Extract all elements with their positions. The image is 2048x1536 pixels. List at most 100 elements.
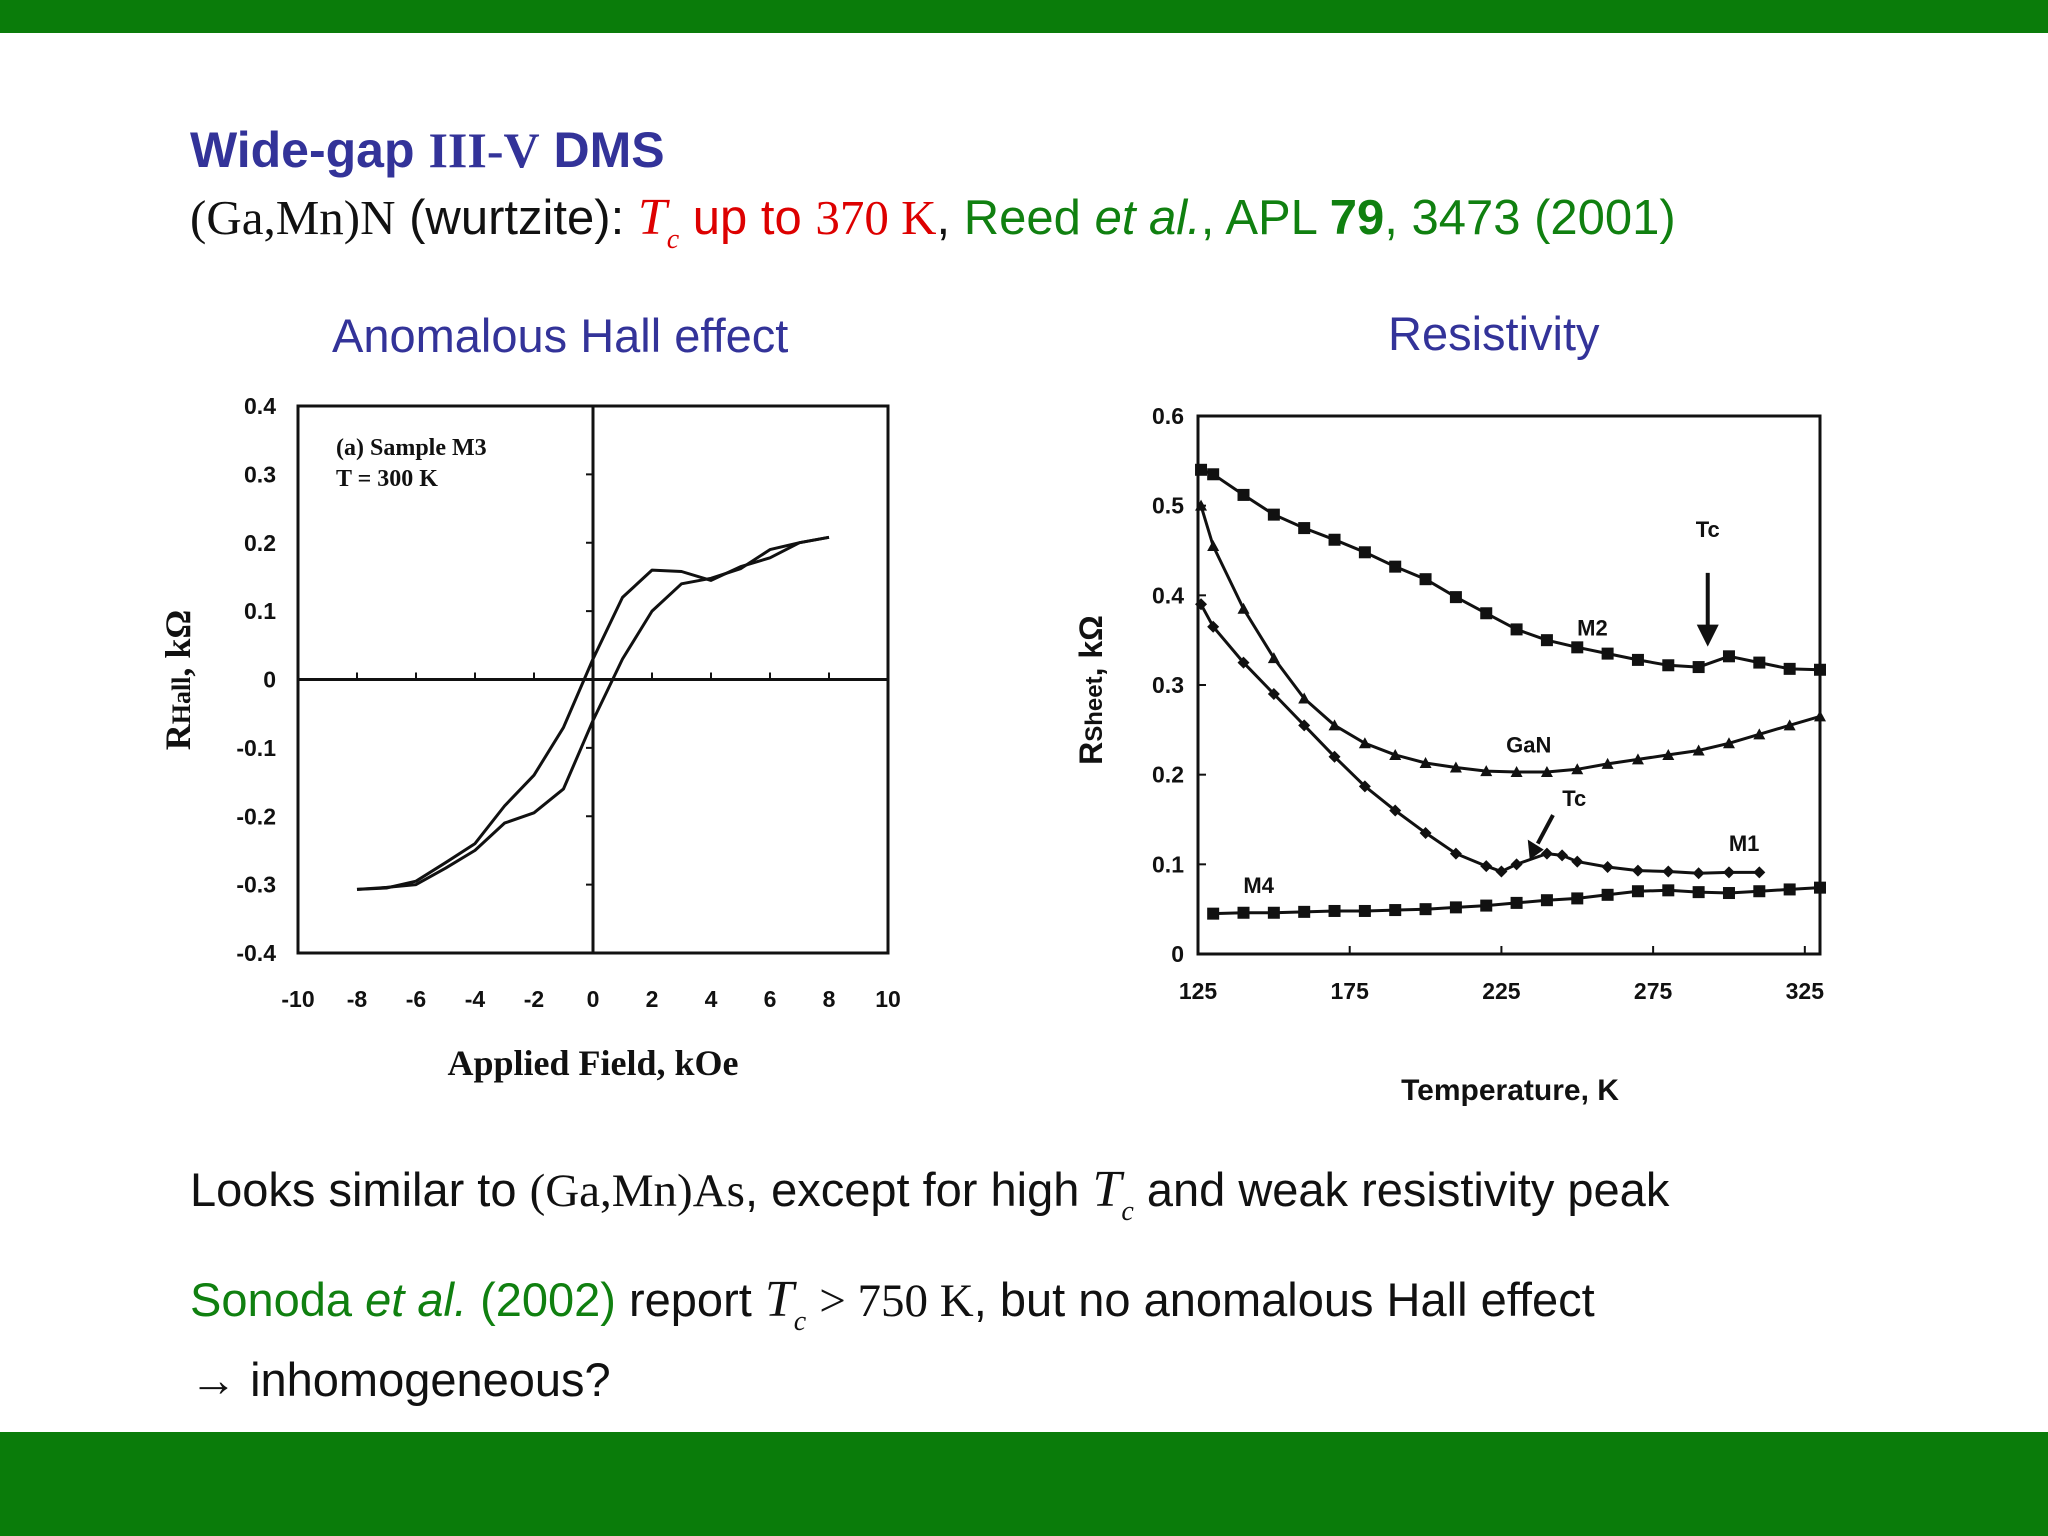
- res-point: [1814, 663, 1826, 676]
- res-point: [1601, 647, 1614, 660]
- res-point: [1540, 765, 1553, 777]
- res-point: [1631, 653, 1644, 666]
- res-line-M1: [1199, 603, 1760, 875]
- res-series-M4: M4: [1207, 873, 1826, 920]
- res-point: [1692, 886, 1705, 899]
- res-y-tick-label: 0.5: [1152, 493, 1184, 519]
- res-point: [1237, 488, 1250, 501]
- hall-y-axis-label: RHall, kΩ: [158, 610, 198, 751]
- hall-annotation-line1: (a) Sample M3: [336, 435, 487, 461]
- res-point: [1389, 904, 1402, 917]
- res-tc-label: Tc: [1562, 786, 1586, 811]
- res-series-GaN: GaN: [1195, 499, 1826, 777]
- res-point: [1267, 508, 1280, 521]
- res-series-M1: M1: [1195, 598, 1766, 880]
- hall-y-tick-label: 0.3: [244, 461, 276, 487]
- hall-x-tick-label: 4: [705, 986, 718, 1012]
- hall-x-tick-label: 2: [646, 986, 659, 1012]
- conclusion-line-3: → inhomogeneous?: [190, 1353, 611, 1406]
- res-point: [1267, 687, 1280, 700]
- hall-x-tick-label: 8: [823, 986, 836, 1012]
- res-point: [1601, 757, 1614, 769]
- res-point: [1358, 904, 1371, 917]
- res-x-tick-label: 125: [1179, 978, 1218, 1004]
- res-point: [1449, 847, 1462, 860]
- res-point: [1195, 598, 1208, 611]
- res-y-tick-label: 0: [1171, 941, 1184, 967]
- res-x-axis-label: Temperature, K: [1401, 1074, 1619, 1107]
- res-point: [1480, 860, 1493, 873]
- res-point: [1298, 719, 1311, 732]
- res-point: [1510, 623, 1523, 636]
- res-point: [1298, 522, 1311, 535]
- res-y-axis-label: RSheet, kΩ: [1073, 615, 1109, 765]
- resistivity-chart: 125 175 225 275 325 0.6 0.5 0.4 0.3 0.2 0.1 0 M2 GaN…: [1073, 403, 1826, 1107]
- res-point: [1419, 573, 1432, 586]
- res-line-M2: [1200, 468, 1821, 672]
- res-point: [1783, 883, 1796, 896]
- res-point: [1449, 591, 1462, 604]
- res-y-tick-label: 0.4: [1152, 582, 1184, 608]
- hall-y-tick-label: -0.3: [236, 872, 276, 898]
- res-point: [1358, 780, 1371, 793]
- conclusion-line-2: Sonoda et al. (2002) report Tc > 750 K, …: [190, 1271, 1595, 1337]
- res-point: [1480, 607, 1493, 620]
- tc-claim: Tc up to 370 K: [637, 189, 937, 255]
- res-point: [1662, 748, 1675, 760]
- res-point: [1510, 765, 1523, 777]
- res-point: [1449, 901, 1462, 914]
- hall-y-tick-label: -0.1: [236, 735, 276, 761]
- res-point: [1207, 468, 1220, 481]
- hall-y-tick-label: -0.2: [236, 803, 276, 829]
- res-point: [1814, 881, 1826, 894]
- res-point: [1237, 906, 1250, 919]
- subtitle: (Ga,Mn)N (wurtzite): Tc up to 370 K, Ree…: [190, 189, 1676, 255]
- res-point: [1662, 659, 1675, 672]
- res-point: [1692, 867, 1705, 880]
- bottom-band: [0, 1432, 2048, 1536]
- res-point: [1662, 884, 1675, 897]
- res-point: [1722, 737, 1735, 749]
- res-point: [1601, 861, 1614, 874]
- res-point: [1692, 744, 1705, 756]
- res-point: [1207, 907, 1220, 920]
- res-series-M2: M2: [1195, 463, 1826, 676]
- sonoda-citation: Sonoda et al. (2002): [190, 1273, 616, 1326]
- slide-title: Wide-gap III-V DMS: [190, 122, 665, 178]
- res-x-tick-label: 225: [1482, 978, 1521, 1004]
- res-point: [1495, 865, 1508, 878]
- res-point: [1571, 763, 1584, 775]
- reference-citation: Reed et al., APL 79, 3473 (2001): [963, 191, 1676, 245]
- res-point: [1207, 620, 1220, 633]
- hall-y-tick-label: 0.2: [244, 530, 276, 556]
- res-point: [1298, 692, 1311, 704]
- res-point: [1237, 656, 1250, 669]
- hall-x-tick-label: -4: [465, 986, 486, 1012]
- res-point: [1328, 750, 1341, 763]
- res-line-GaN: [1199, 505, 1821, 774]
- res-series-label: M4: [1243, 873, 1274, 898]
- hall-y-tick-label: 0.4: [244, 393, 276, 419]
- hall-loop-branch-2: [356, 535, 830, 891]
- res-point: [1783, 719, 1796, 731]
- hall-x-tick-label: -2: [524, 986, 544, 1012]
- hall-x-tick-label: -8: [347, 986, 368, 1012]
- res-point: [1631, 885, 1644, 898]
- res-point: [1540, 847, 1553, 860]
- res-series-label: M1: [1729, 831, 1760, 856]
- res-x-tick-label: 275: [1634, 978, 1673, 1004]
- res-x-tick-label: 325: [1786, 978, 1825, 1004]
- hall-y-tick-label: 0: [263, 667, 276, 693]
- res-point: [1419, 903, 1432, 916]
- res-point: [1722, 887, 1735, 900]
- res-tc-label: Tc: [1696, 517, 1720, 542]
- res-point: [1601, 888, 1614, 901]
- res-point: [1510, 858, 1523, 871]
- res-point: [1556, 849, 1569, 862]
- res-point: [1195, 463, 1208, 476]
- res-point: [1389, 804, 1402, 817]
- res-point: [1358, 546, 1371, 559]
- res-series-label: GaN: [1506, 732, 1551, 757]
- res-point: [1389, 560, 1402, 573]
- res-series-label: M2: [1577, 616, 1608, 641]
